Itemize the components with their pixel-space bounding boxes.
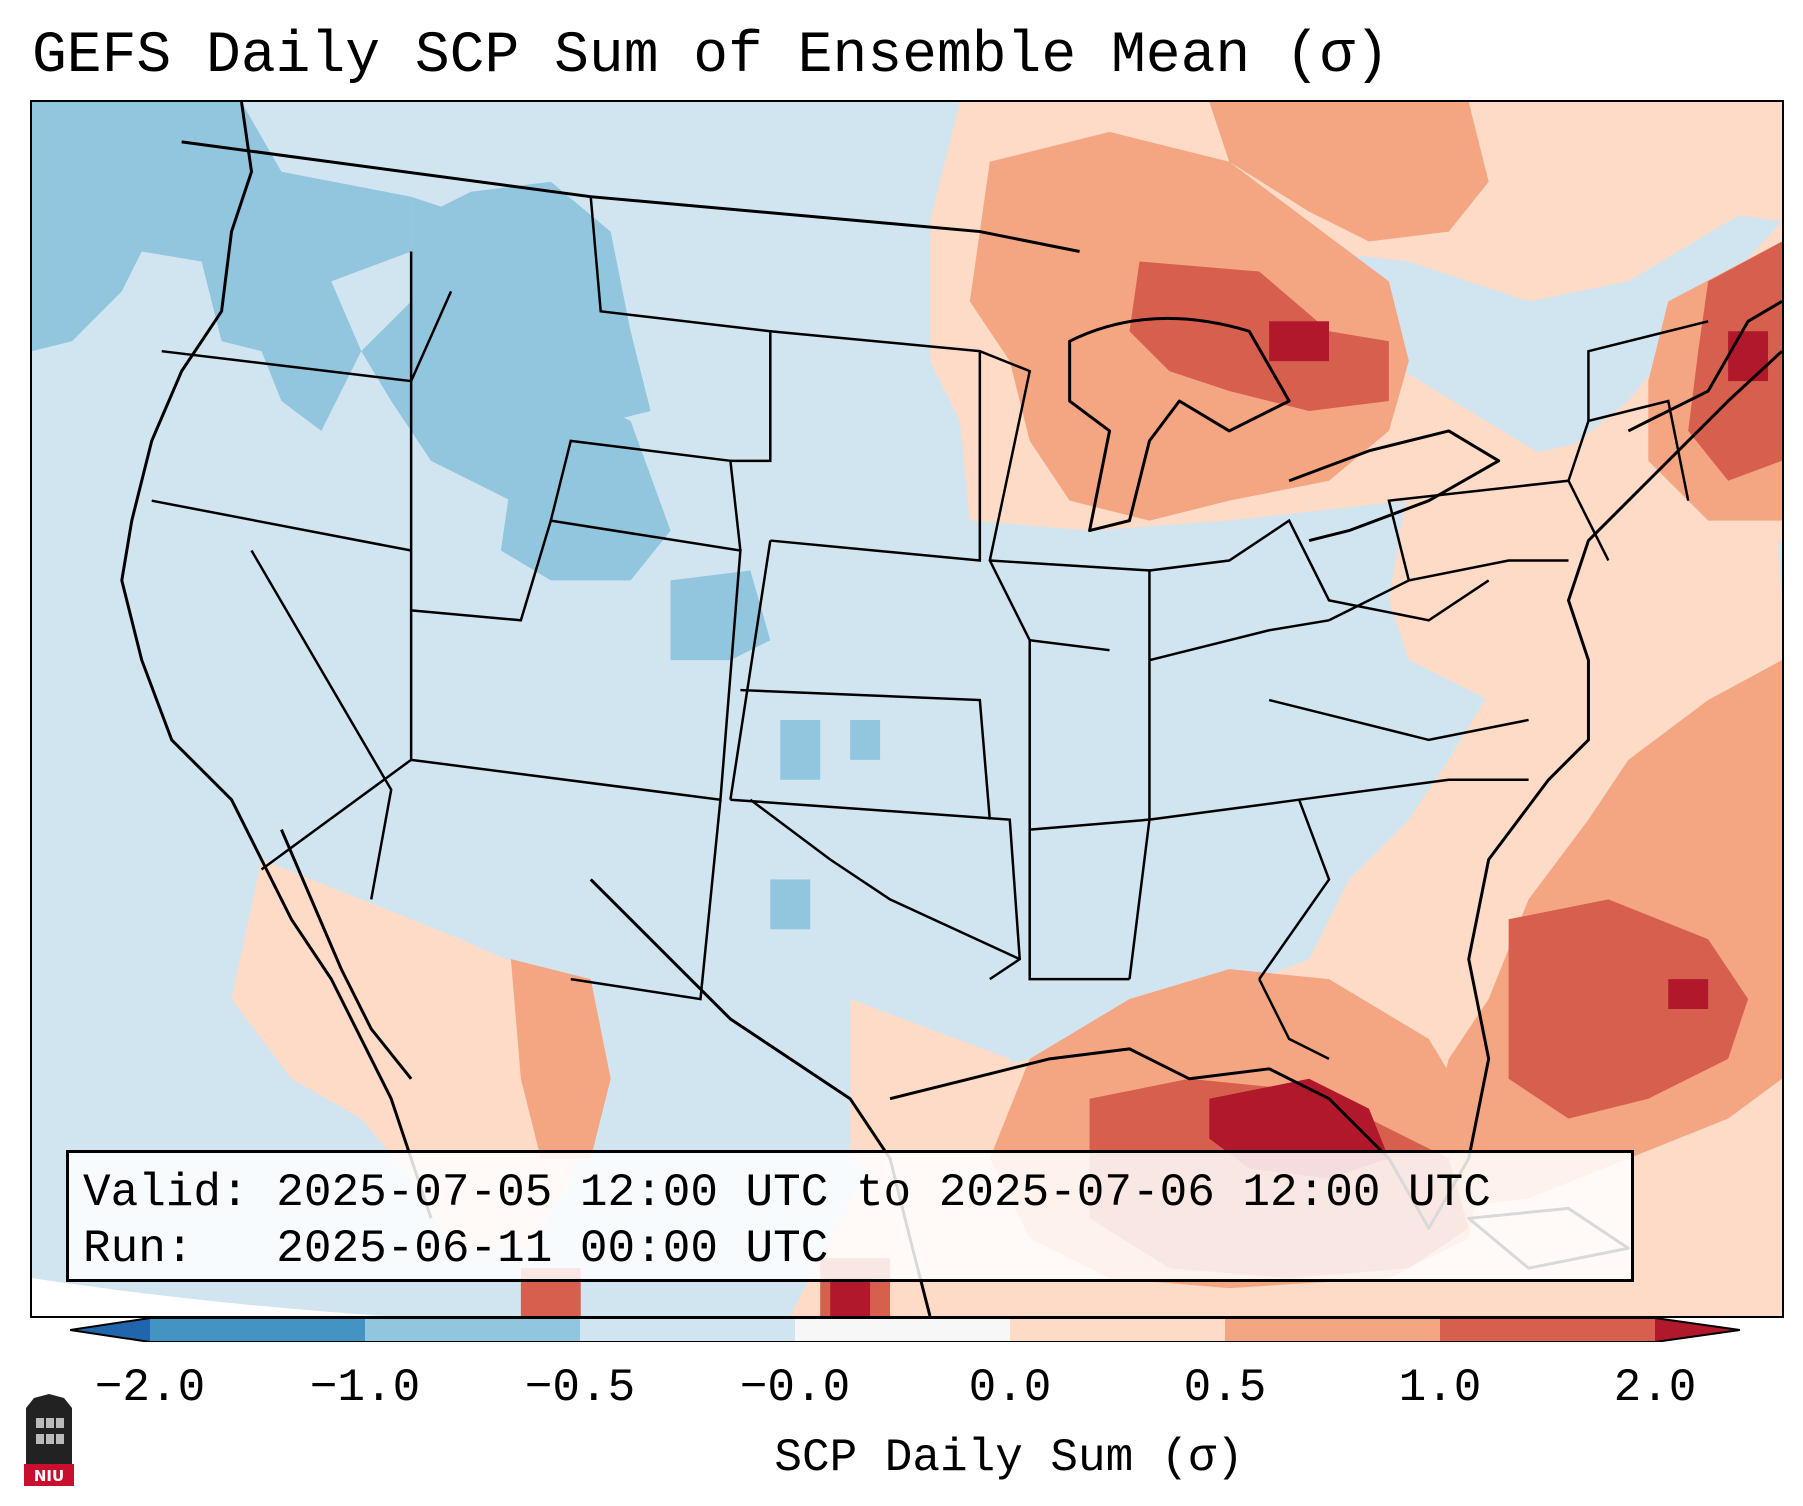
anomaly-region-canada-east	[1209, 102, 1489, 242]
anomaly-region-pacific-northwest	[32, 102, 412, 431]
colorbar-segment	[580, 1318, 795, 1342]
canada-border	[181, 140, 1080, 253]
anomaly-cell	[830, 1278, 871, 1316]
anomaly-cell	[1269, 321, 1330, 362]
colorbar-title: SCP Daily Sum (σ)	[774, 1432, 1244, 1484]
colorbar-tick-label: −0.5	[524, 1362, 636, 1414]
anomaly-region-mexico-west	[510, 959, 611, 1159]
state-boundaries	[151, 196, 1709, 1060]
colorbar-extend-low	[70, 1318, 150, 1342]
baja-coast	[280, 829, 413, 1080]
colorbar-segment	[365, 1318, 580, 1342]
map-canvas	[32, 102, 1782, 1316]
lake-erie-ontario	[1288, 429, 1501, 543]
valid-time-box: Valid: 2025-07-05 12:00 UTC to 2025-07-0…	[66, 1150, 1634, 1282]
colorbar-tick-label: −0.0	[739, 1362, 851, 1414]
great-lakes-shores	[1068, 316, 1291, 533]
valid-value: 2025-07-05 12:00 UTC to 2025-07-06 12:00…	[276, 1167, 1491, 1219]
colorbar-tick-label: −2.0	[94, 1362, 206, 1414]
colorbar-tick-label: 0.0	[968, 1362, 1052, 1414]
colorbar-segment	[795, 1318, 1010, 1342]
colorbar-extend-high	[1655, 1318, 1740, 1342]
colorbar-segment	[1010, 1318, 1225, 1342]
logo-banner	[24, 1464, 74, 1486]
colorbar-tick-label: 1.0	[1398, 1362, 1482, 1414]
run-value: 2025-06-11 00:00 UTC	[276, 1223, 829, 1275]
anomaly-cell	[770, 879, 811, 930]
run-label: Run:	[83, 1223, 194, 1275]
logo-windows	[36, 1418, 64, 1444]
valid-label: Valid:	[83, 1167, 249, 1219]
new-england-coast	[1627, 300, 1782, 433]
anomaly-region-great-lakes-max	[1129, 261, 1389, 411]
logo-text: NIU	[34, 1467, 64, 1485]
colorbar-segment	[1440, 1318, 1655, 1342]
colorbar-segment	[1225, 1318, 1440, 1342]
colorbar-segment	[150, 1318, 365, 1342]
colorbar-tick-label: 0.5	[1183, 1362, 1267, 1414]
anomaly-cell	[1728, 331, 1769, 382]
anomaly-cell	[780, 719, 821, 780]
colorbar-tick-label: 2.0	[1613, 1362, 1697, 1414]
logo-tower	[26, 1394, 72, 1464]
niu-logo: NIU	[24, 1394, 74, 1486]
map-panel	[30, 100, 1784, 1318]
colorbar	[70, 1318, 1740, 1342]
anomaly-region-colorado	[670, 570, 771, 661]
colorbar-tick-label: −1.0	[309, 1362, 421, 1414]
anomaly-cell	[850, 719, 881, 760]
us-west-coast	[120, 102, 433, 1219]
anomaly-region-atlantic-max	[1508, 899, 1749, 1119]
anomaly-region-wyoming	[500, 381, 671, 581]
chart-title: GEFS Daily SCP Sum of Ensemble Mean (σ)	[32, 24, 1390, 89]
anomaly-cell	[1668, 979, 1709, 1010]
